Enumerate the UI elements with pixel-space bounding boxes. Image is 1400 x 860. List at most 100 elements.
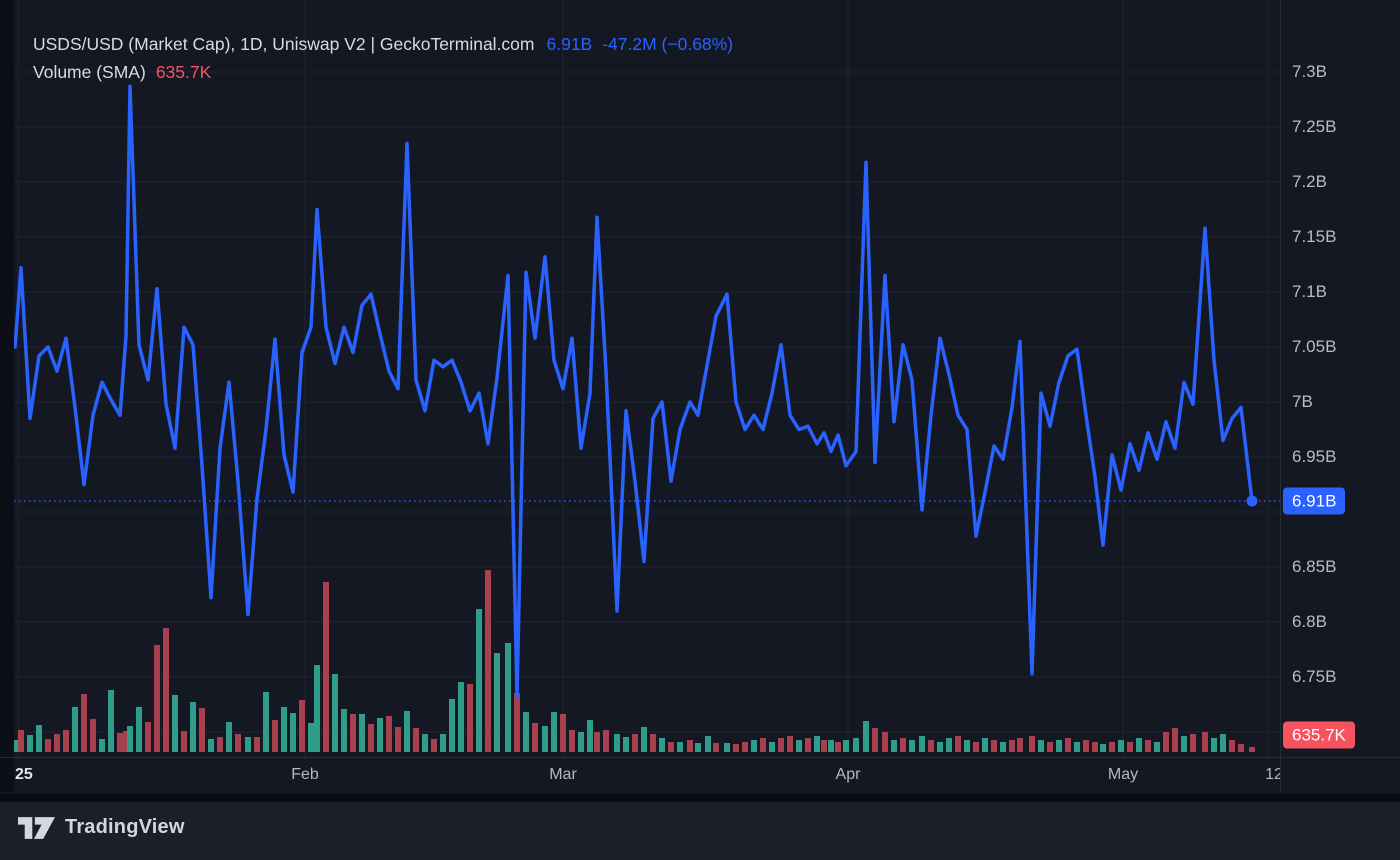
volume-bar (1109, 742, 1115, 752)
volume-bar (760, 738, 766, 752)
legend: USDS/USD (Market Cap), 1D, Uniswap V2 | … (33, 30, 733, 86)
volume-bar (713, 743, 719, 752)
volume-bar (900, 738, 906, 752)
volume-bar (395, 727, 401, 752)
volume-bar (422, 734, 428, 752)
price-axis-label: 7B (1292, 392, 1313, 411)
volume-bar (937, 742, 943, 752)
chart-plot-area[interactable] (0, 0, 1280, 792)
volume-bar (458, 682, 464, 752)
volume-bar (603, 730, 609, 752)
volume-bar (668, 742, 674, 752)
volume-bar (485, 570, 491, 752)
volume-bar (431, 739, 437, 752)
volume-bar (1127, 742, 1133, 752)
volume-bar (1229, 740, 1235, 752)
volume-bar (440, 734, 446, 752)
volume-bar (45, 739, 51, 752)
volume-bar (882, 732, 888, 752)
chart-widget: USDS/USD (Market Cap), 1D, Uniswap V2 | … (0, 0, 1400, 794)
legend-price-change: -47.2M (−0.68%) (602, 34, 734, 54)
volume-bar (891, 740, 897, 752)
volume-bar (578, 732, 584, 752)
volume-bar (163, 628, 169, 752)
volume-bar (751, 740, 757, 752)
volume-bar (532, 723, 538, 752)
time-axis[interactable]: 25 Feb Mar Apr May 12 (0, 758, 1280, 792)
tradingview-brand-link[interactable]: TradingView (18, 816, 185, 839)
legend-symbol-title[interactable]: USDS/USD (Market Cap), 1D, Uniswap V2 | … (33, 34, 535, 54)
volume-bar (796, 740, 802, 752)
volume-bar (1163, 732, 1169, 752)
volume-bar (154, 645, 160, 752)
volume-bar (787, 736, 793, 752)
volume-bar (1092, 742, 1098, 752)
volume-bar (769, 742, 775, 752)
volume-bar (955, 736, 961, 752)
volume-bar (72, 707, 78, 752)
volume-bar (190, 702, 196, 752)
volume-bar (1136, 738, 1142, 752)
volume-bar (235, 734, 241, 752)
volume-bar (733, 744, 739, 752)
volume-bar (99, 739, 105, 752)
legend-volume-row[interactable]: Volume (SMA) 635.7K (33, 58, 733, 86)
volume-bar (523, 712, 529, 752)
volume-bar (695, 743, 701, 752)
volume-bar (350, 714, 356, 752)
price-axis-label: 7.25B (1292, 117, 1337, 136)
time-axis-label: May (1107, 766, 1139, 783)
volume-bar (217, 737, 223, 752)
volume-bar (1100, 744, 1106, 752)
volume-bar (843, 740, 849, 752)
volume-bar (805, 738, 811, 752)
legend-volume-value: 635.7K (155, 62, 212, 82)
price-axis[interactable]: 6.91B 635.7K 7.3B 7.25B 7.2B 7.15B 7.1B 7.05B… (1281, 0, 1400, 792)
volume-bar (299, 700, 305, 752)
volume-bar (587, 720, 593, 752)
volume-bar (687, 740, 693, 752)
volume-bar (853, 738, 859, 752)
volume-bar (594, 732, 600, 752)
price-axis-label: 7.2B (1292, 172, 1327, 191)
volume-bar (145, 722, 151, 752)
volume-bar (494, 653, 500, 752)
volume-bar (724, 743, 730, 752)
volume-bar (821, 740, 827, 752)
volume-bar (1017, 738, 1023, 752)
volume-bar (199, 708, 205, 752)
volume-bar (650, 734, 656, 752)
volume-bar (919, 736, 925, 752)
last-price-badge: 6.91B (1283, 487, 1346, 515)
volume-bar (341, 709, 347, 752)
volume-bar (332, 674, 338, 752)
volume-bar (542, 726, 548, 752)
volume-bar (404, 711, 410, 752)
volume-bar (1056, 740, 1062, 752)
volume-bar (467, 684, 473, 752)
page-footer: TradingView (0, 802, 1400, 860)
volume-bar (172, 695, 178, 752)
volume-bar (63, 730, 69, 752)
volume-bar (181, 731, 187, 752)
volume-bar (1220, 734, 1226, 752)
volume-bar (514, 693, 520, 752)
volume-bar (964, 740, 970, 752)
volume-bar (1249, 747, 1255, 752)
volume-bar (254, 737, 260, 752)
chart-canvas[interactable] (0, 0, 1280, 792)
volume-bar (314, 665, 320, 752)
volume-bar (1074, 742, 1080, 752)
volume-bar (127, 726, 133, 752)
volume-bar (742, 742, 748, 752)
volume-bar (36, 725, 42, 752)
legend-volume-label[interactable]: Volume (SMA) (33, 62, 146, 82)
legend-symbol-row[interactable]: USDS/USD (Market Cap), 1D, Uniswap V2 | … (33, 30, 733, 58)
volume-bar (281, 707, 287, 752)
volume-bar (290, 713, 296, 752)
volume-bar (946, 738, 952, 752)
volume-bar (551, 712, 557, 752)
volume-bar (476, 609, 482, 752)
left-margin-strip (0, 0, 14, 792)
